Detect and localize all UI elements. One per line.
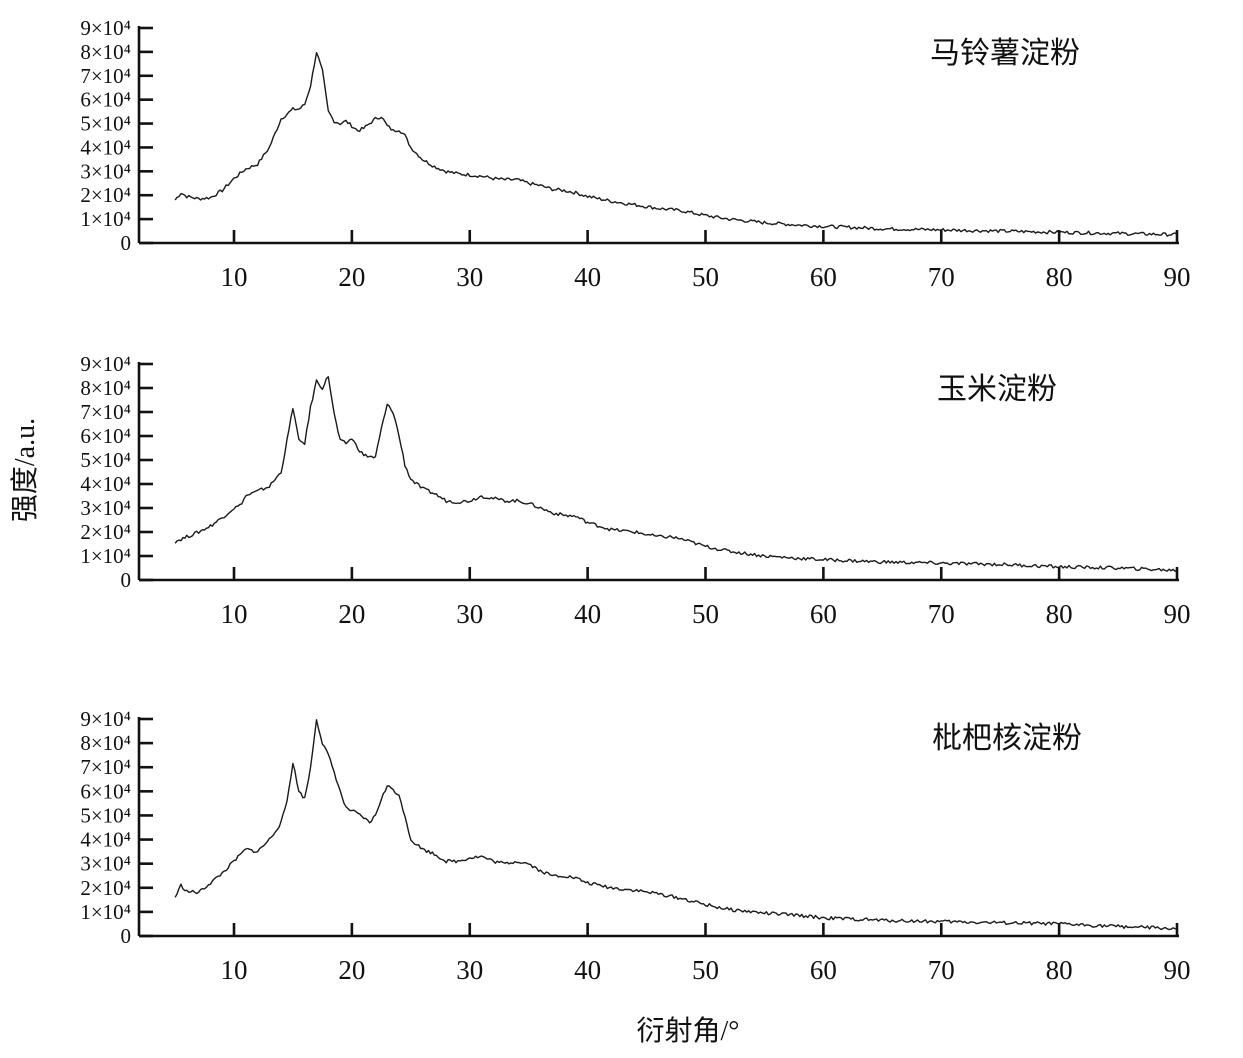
x-tick-label: 60 [810, 262, 837, 292]
x-tick-label: 60 [810, 955, 837, 985]
x-tick-label: 20 [338, 599, 365, 629]
x-tick-label: 30 [456, 262, 483, 292]
y-tick-label: 4×10⁴ [80, 828, 131, 852]
y-tick-label: 1×10⁴ [80, 207, 131, 231]
y-tick-label: 6×10⁴ [80, 88, 131, 112]
panel-title: 玉米淀粉 [937, 373, 1057, 406]
y-tick-label: 2×10⁴ [80, 876, 131, 900]
x-tick-label: 40 [574, 262, 601, 292]
y-tick-label: 3×10⁴ [80, 852, 131, 876]
x-tick-label: 90 [1164, 262, 1191, 292]
y-tick-label: 9×10⁴ [80, 707, 131, 731]
x-tick-label: 90 [1164, 955, 1191, 985]
x-tick-label: 20 [338, 955, 365, 985]
y-tick-label: 5×10⁴ [80, 448, 131, 472]
y-tick-label: 7×10⁴ [80, 755, 131, 779]
panel-potato-starch: 10 20 30 40 50 60 70 80 90 01×10⁴2×10⁴3×10⁴4×10⁴5… [80, 16, 1190, 292]
x-tick-label: 10 [221, 955, 248, 985]
series-line-corn [174, 376, 1178, 572]
y-tick-label: 4×10⁴ [80, 472, 131, 496]
y-tick-label: 5×10⁴ [80, 112, 131, 136]
y-tick-label: 1×10⁴ [80, 544, 131, 568]
x-tick-label: 30 [456, 599, 483, 629]
y-tick-label: 8×10⁴ [80, 731, 131, 755]
y-tick-label: 1×10⁴ [80, 900, 131, 924]
y-tick-label: 5×10⁴ [80, 803, 131, 827]
panel-title: 枇杷核淀粉 [932, 722, 1082, 755]
x-tick-label: 80 [1046, 599, 1073, 629]
x-tick-label: 60 [810, 599, 837, 629]
panel-title: 马铃薯淀粉 [930, 37, 1080, 70]
x-tick-label: 10 [221, 262, 248, 292]
x-tick-label: 40 [574, 955, 601, 985]
x-tick-label: 80 [1046, 955, 1073, 985]
x-tick-label: 30 [456, 955, 483, 985]
y-tick-label: 8×10⁴ [80, 376, 131, 400]
x-tick-label: 10 [221, 599, 248, 629]
y-tick-label: 0 [121, 924, 132, 948]
y-axis-title: 强度/a.u. [9, 418, 41, 522]
panel-loquat-kernel-starch: 10 20 30 40 50 60 70 80 90 01×10⁴2×10⁴3×10⁴4×10⁴5… [80, 707, 1190, 985]
y-tick-label: 7×10⁴ [80, 400, 131, 424]
x-tick-label: 70 [928, 599, 955, 629]
x-tick-label: 80 [1046, 262, 1073, 292]
y-tick-label: 6×10⁴ [80, 779, 131, 803]
y-tick-label: 9×10⁴ [80, 16, 131, 40]
y-tick-label: 0 [121, 231, 132, 255]
x-axis-title: 衍射角/° [637, 1015, 740, 1047]
x-tick-label: 70 [928, 262, 955, 292]
x-tick-label: 70 [928, 955, 955, 985]
y-tick-label: 0 [121, 568, 132, 592]
x-tick-label: 40 [574, 599, 601, 629]
y-tick-label: 6×10⁴ [80, 424, 131, 448]
x-tick-label: 50 [692, 599, 719, 629]
y-tick-label: 9×10⁴ [80, 352, 131, 376]
y-tick-label: 7×10⁴ [80, 64, 131, 88]
y-tick-label: 8×10⁴ [80, 40, 131, 64]
series-line-loquat [174, 719, 1178, 931]
x-tick-label: 20 [338, 262, 365, 292]
y-tick-label: 2×10⁴ [80, 520, 131, 544]
x-tick-label: 90 [1164, 599, 1191, 629]
x-tick-label: 50 [692, 262, 719, 292]
y-tick-label: 4×10⁴ [80, 135, 131, 159]
x-tick-label: 50 [692, 955, 719, 985]
series-line-potato [174, 52, 1178, 237]
y-tick-label: 2×10⁴ [80, 183, 131, 207]
y-tick-label: 3×10⁴ [80, 496, 131, 520]
y-tick-label: 3×10⁴ [80, 159, 131, 183]
panel-corn-starch: 10 20 30 40 50 60 70 80 90 01×10⁴2×10⁴3×10⁴4×10⁴5… [80, 352, 1190, 629]
